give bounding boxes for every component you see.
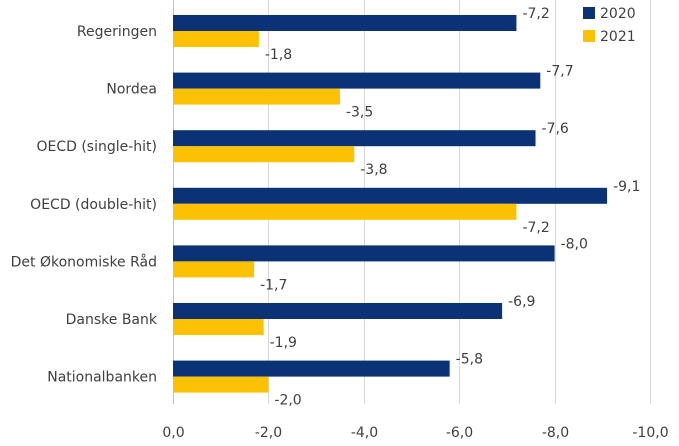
bar-2020: [173, 130, 536, 147]
data-label-2021: -3,8: [360, 162, 387, 178]
x-tick-label: -10,0: [632, 425, 668, 441]
data-labels: -7,2 -1,8 -7,7 -3,5 -7,6 -3,8 -9,1 -7,2 -8,0 -1,7…: [260, 6, 640, 409]
bar-2021: [173, 261, 255, 278]
bar-2020: [173, 187, 608, 204]
category-label: OECD (double-hit): [30, 197, 157, 213]
bar-2020: [173, 72, 541, 89]
category-label: Nationalbanken: [47, 370, 157, 386]
legend-swatch-2021: [583, 30, 595, 42]
category-label: Det Økonomiske Råd: [11, 253, 157, 270]
bar-2021: [173, 31, 259, 47]
bar-2020: [173, 15, 517, 31]
legend-swatch-2020: [583, 7, 595, 19]
data-label-2020: -5,8: [456, 352, 483, 368]
x-tick-label: -4,0: [351, 425, 378, 441]
x-tick-label: -6,0: [446, 425, 473, 441]
data-label-2021: -1,9: [270, 335, 297, 351]
x-tick-label: -2,0: [255, 425, 282, 441]
data-label-2021: -3,5: [346, 105, 373, 121]
bars: [173, 15, 608, 393]
legend-label-2021: 2021: [600, 29, 636, 45]
legend: 2020 2021: [583, 6, 636, 45]
category-label: Regeringen: [77, 24, 157, 40]
data-label-2021: -1,7: [260, 277, 287, 293]
data-label-2020: -9,1: [613, 179, 640, 195]
data-label-2020: -6,9: [508, 294, 535, 310]
data-label-2020: -7,2: [522, 6, 549, 22]
bar-2021: [173, 203, 517, 220]
bar-2021: [173, 146, 355, 163]
bar-2020: [173, 245, 555, 262]
x-tick-label: 0,0: [162, 425, 184, 441]
data-label-2021: -2,0: [274, 393, 301, 409]
bar-2020: [173, 303, 503, 319]
bar-2021: [173, 376, 269, 393]
category-label: Nordea: [106, 82, 157, 98]
data-label-2020: -8,0: [561, 236, 588, 252]
data-label-2021: -1,8: [265, 47, 292, 63]
legend-label-2020: 2020: [600, 6, 636, 22]
bar-2021: [173, 88, 340, 105]
data-label-2021: -7,2: [522, 220, 549, 236]
bar-2020: [173, 360, 450, 377]
category-label: Danske Bank: [66, 312, 158, 328]
data-label-2020: -7,6: [542, 121, 569, 137]
category-labels: Regeringen Nordea OECD (single-hit) OECD (d…: [11, 24, 158, 386]
bar-2021: [173, 319, 264, 335]
x-axis-ticks: 0,0 -2,0 -4,0 -6,0 -8,0 -10,0: [162, 425, 668, 441]
category-label: OECD (single-hit): [36, 139, 157, 155]
data-label-2020: -7,7: [546, 64, 573, 80]
x-tick-label: -8,0: [542, 425, 569, 441]
